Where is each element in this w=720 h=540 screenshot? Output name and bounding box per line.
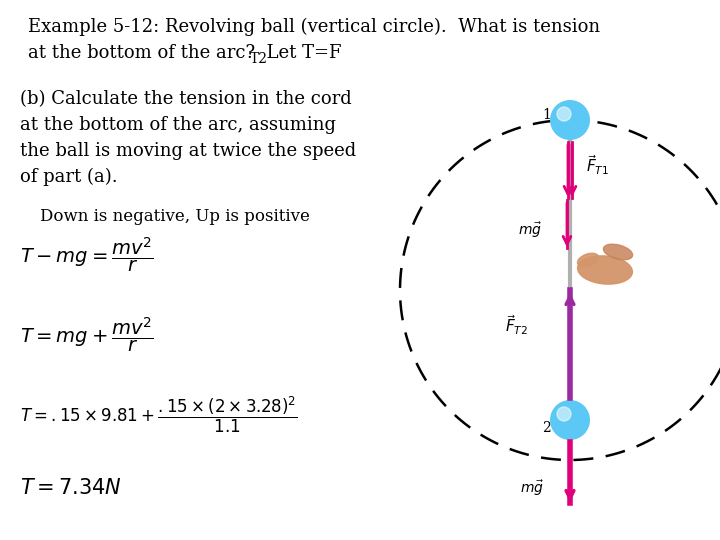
Text: (b) Calculate the tension in the cord: (b) Calculate the tension in the cord [20, 90, 352, 108]
Circle shape [557, 107, 571, 121]
Text: Example 5-12: Revolving ball (vertical circle).  What is tension: Example 5-12: Revolving ball (vertical c… [28, 18, 600, 36]
Text: $T-mg=\dfrac{mv^2}{r}$: $T-mg=\dfrac{mv^2}{r}$ [20, 235, 154, 274]
Text: 1: 1 [542, 108, 551, 122]
Ellipse shape [603, 244, 633, 260]
Text: $T=.15\times9.81+\dfrac{.15\times(2\times3.28)^2}{1.1}$: $T=.15\times9.81+\dfrac{.15\times(2\time… [20, 395, 298, 435]
Circle shape [557, 407, 571, 421]
Text: $\vec{F}_{T1}$: $\vec{F}_{T1}$ [586, 153, 609, 177]
Text: $m\vec{g}$: $m\vec{g}$ [520, 478, 544, 498]
Text: $m\vec{g}$: $m\vec{g}$ [518, 220, 542, 240]
Text: 2: 2 [542, 421, 551, 435]
Ellipse shape [577, 253, 598, 267]
Text: of part (a).: of part (a). [20, 168, 117, 186]
Circle shape [550, 400, 590, 440]
Text: at the bottom of the arc, assuming: at the bottom of the arc, assuming [20, 116, 336, 134]
Text: $T=mg+\dfrac{mv^2}{r}$: $T=mg+\dfrac{mv^2}{r}$ [20, 315, 154, 354]
Text: T2: T2 [250, 52, 268, 66]
Text: $\vec{F}_{T2}$: $\vec{F}_{T2}$ [505, 313, 528, 337]
Text: the ball is moving at twice the speed: the ball is moving at twice the speed [20, 142, 356, 160]
Text: at the bottom of the arc?  Let T=F: at the bottom of the arc? Let T=F [28, 44, 341, 62]
Text: $T=7.34N$: $T=7.34N$ [20, 478, 122, 498]
Ellipse shape [577, 256, 632, 284]
Circle shape [550, 100, 590, 140]
Text: Down is negative, Up is positive: Down is negative, Up is positive [40, 208, 310, 225]
